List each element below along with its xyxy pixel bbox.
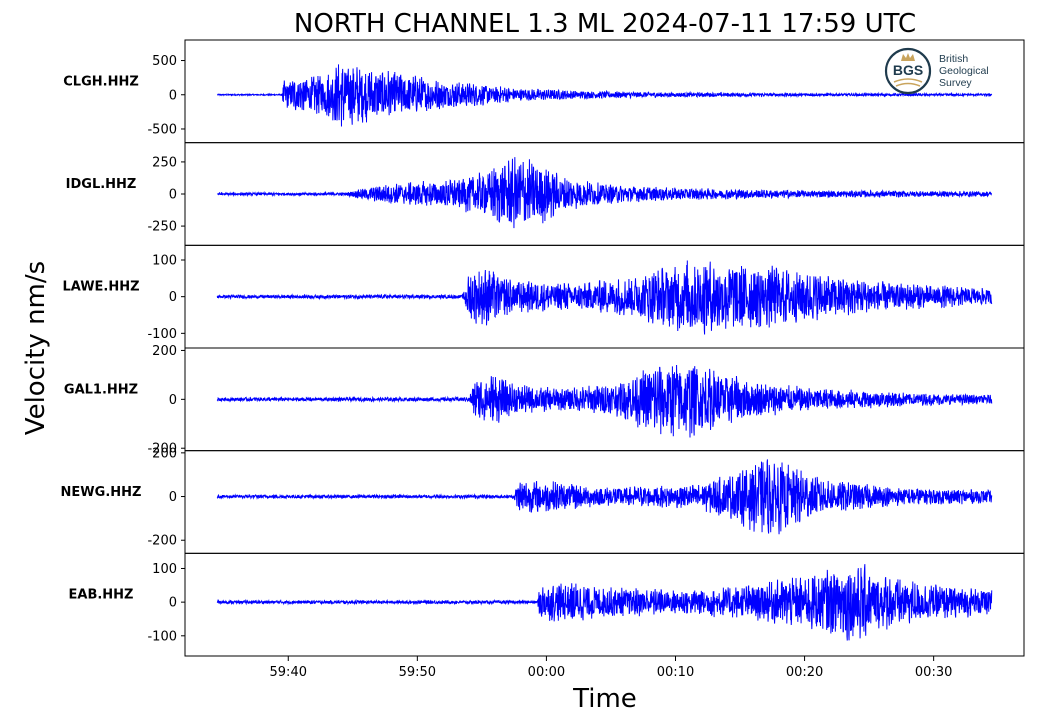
chart-title: NORTH CHANNEL 1.3 ML 2024-07-11 17:59 UT… [294,9,916,39]
y-tick-label: 0 [169,393,177,408]
y-tick-label: 0 [169,596,177,611]
y-tick-label: 0 [169,490,177,505]
x-axis: 59:40 59:50 00:00 00:10 00:20 00:30 [270,656,952,680]
waveform-trace [216,364,993,438]
x-tick-label: 00:30 [915,665,952,680]
x-tick-label: 00:00 [528,665,565,680]
x-tick-label: 00:20 [786,665,823,680]
waveform-trace [216,64,993,127]
waveform-trace [216,157,992,229]
y-tick-label: 0 [169,290,177,305]
waveform-trace [216,564,993,641]
y-tick-label: 0 [169,188,177,203]
y-tick-label: -500 [147,122,177,137]
y-tick-label: 100 [152,254,177,269]
bgs-logo-waves [893,78,923,87]
y-tick-label: 500 [152,54,177,69]
waveform-trace [216,459,993,535]
panel-clgh-hhz: 500 0 -500 CLGH.HHZ [63,39,1025,144]
bgs-logo-mark: BGS [893,62,923,78]
x-tick-label: 00:10 [657,665,694,680]
panel-gal1-hhz: 200 0 -200 GAL1.HHZ [64,344,1025,457]
station-label: GAL1.HHZ [64,382,138,397]
station-label: CLGH.HHZ [63,74,139,89]
y-tick-label: -100 [147,629,177,644]
panel-newg-hhz: 200 0 -200 NEWG.HHZ [61,446,1025,554]
y-tick-label: -250 [147,220,177,235]
crown-icon [901,53,915,61]
bgs-logo-line-2: Geological [939,65,989,77]
bgs-logo-line-1: British [939,53,968,65]
waveform-panels: 500 0 -500 CLGH.HHZ 250 0 -250 IDGL.HHZ 100 0 -100… [61,39,1025,657]
panel-frame [184,552,1025,657]
y-tick-label: -200 [147,534,177,549]
y-tick-label: 200 [152,344,177,359]
bgs-logo: BGS British Geological Survey [884,47,989,95]
bgs-logo-line-3: Survey [939,77,972,89]
y-tick-label: 100 [152,562,177,577]
y-axis-label: Velocity nm/s [21,261,51,435]
y-tick-label: 0 [169,88,177,103]
panel-eab-hhz: 100 0 -100 EAB.HHZ [69,552,1025,657]
station-label: LAWE.HHZ [62,280,139,295]
station-label: NEWG.HHZ [61,485,142,500]
y-tick-label: 250 [152,155,177,170]
y-tick-label: -200 [147,442,177,457]
panel-lawe-hhz: 100 0 -100 LAWE.HHZ [62,244,1025,349]
station-label: IDGL.HHZ [66,177,137,192]
y-tick-label: -100 [147,327,177,342]
y-tick-label: 200 [152,446,177,461]
x-axis-label: Time [572,684,637,714]
bgs-logo-band [891,63,925,76]
x-tick-label: 59:40 [270,665,307,680]
panel-idgl-hhz: 250 0 -250 IDGL.HHZ [66,142,1025,246]
x-tick-label: 59:50 [399,665,436,680]
station-label: EAB.HHZ [69,588,134,603]
waveform-trace [216,260,993,335]
